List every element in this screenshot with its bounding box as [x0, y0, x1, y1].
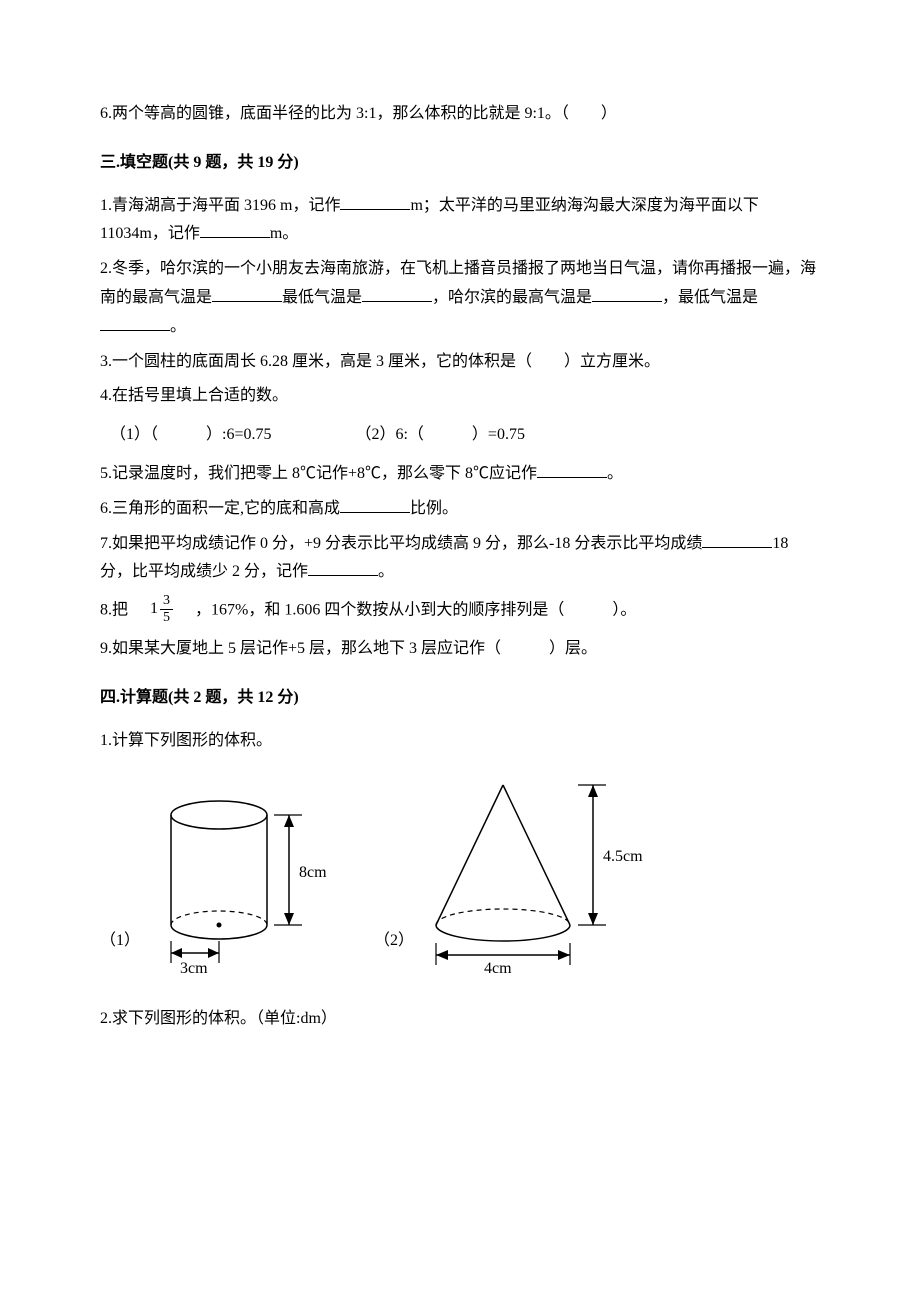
frac-den: 5 [160, 610, 173, 625]
cyl-radius-label: 3cm [180, 960, 208, 975]
text: 1.青海湖高于海平面 3196 m，记作 [100, 197, 340, 214]
text: m。 [270, 225, 298, 242]
cylinder-diagram: 8cm 3cm [144, 785, 344, 975]
s3-q4-sub2: （2）6:（ ）=0.75 [355, 426, 524, 443]
blank [308, 559, 378, 576]
figures-row: （1） 8cm [100, 775, 820, 975]
blank [362, 285, 432, 302]
blank [212, 285, 282, 302]
s3-q9: 9.如果某大厦地上 5 层记作+5 层，那么地下 3 层应记作（ ）层。 [100, 635, 820, 664]
figure2-group: （2） 4.5cm 4cm [374, 775, 648, 975]
cone-diagram: 4.5cm 4cm [418, 775, 648, 975]
text: 7.如果把平均成绩记作 0 分，+9 分表示比平均成绩高 9 分，那么-18 分… [100, 535, 702, 552]
s3-q2: 2.冬季，哈尔滨的一个小朋友去海南旅游，在飞机上播音员播报了两地当日气温，请你再… [100, 255, 820, 341]
blank [340, 193, 410, 210]
blank [702, 531, 772, 548]
section4-header: 四.计算题(共 2 题，共 12 分) [100, 684, 820, 713]
s3-q3: 3.一个圆柱的底面周长 6.28 厘米，高是 3 厘米，它的体积是（ ）立方厘米… [100, 348, 820, 377]
text: ，哈尔滨的最高气温是 [432, 289, 592, 306]
s3-q5: 5.记录温度时，我们把零上 8℃记作+8℃，那么零下 8℃应记作 。 [100, 460, 820, 489]
s4-q1: 1.计算下列图形的体积。 [100, 727, 820, 756]
s3-q4-subs: （1）（ ）:6=0.75 （2）6:（ ）=0.75 [100, 421, 820, 450]
document-page: 6.两个等高的圆锥，底面半径的比为 3:1，那么体积的比就是 9:1。（ ） 三… [0, 0, 920, 1302]
text: 。 [170, 318, 186, 335]
blank [200, 221, 270, 238]
s3-q6: 6.三角形的面积一定,它的底和高成 比例。 [100, 495, 820, 524]
figure1-group: （1） 8cm [100, 785, 344, 975]
text: 5.记录温度时，我们把零上 8℃记作+8℃，那么零下 8℃应记作 [100, 465, 537, 482]
s4-q2: 2.求下列图形的体积。（单位:dm） [100, 1005, 820, 1034]
s3-q4-sub1: （1）（ ）:6=0.75 [110, 421, 271, 450]
cone-height-label: 4.5cm [603, 848, 643, 865]
text: 比例。 [410, 500, 458, 517]
frac-whole: 1 [150, 600, 158, 618]
mixed-fraction: 135 [150, 593, 173, 625]
text: 8.把 [100, 602, 144, 619]
text: ，167%，和 1.606 四个数按从小到大的顺序排列是（ ）。 [179, 602, 636, 619]
section2-q6: 6.两个等高的圆锥，底面半径的比为 3:1，那么体积的比就是 9:1。（ ） [100, 100, 820, 129]
blank [592, 285, 662, 302]
cone-diameter-label: 4cm [484, 960, 512, 975]
text: ，最低气温是 [662, 289, 758, 306]
blank [100, 314, 170, 331]
q-text: 6.两个等高的圆锥，底面半径的比为 3:1，那么体积的比就是 9:1。（ ） [100, 105, 617, 122]
s3-q7: 7.如果把平均成绩记作 0 分，+9 分表示比平均成绩高 9 分，那么-18 分… [100, 530, 820, 588]
s3-q4: 4.在括号里填上合适的数。 [100, 382, 820, 411]
frac-num: 3 [160, 593, 173, 609]
blank [537, 461, 607, 478]
blank [340, 496, 410, 513]
s3-q8: 8.把 135 ，167%，和 1.606 四个数按从小到大的顺序排列是（ ）。 [100, 595, 820, 627]
text: 。 [607, 465, 623, 482]
text: 。 [378, 563, 394, 580]
text: 6.三角形的面积一定,它的底和高成 [100, 500, 340, 517]
s3-q1: 1.青海湖高于海平面 3196 m，记作m；太平洋的马里亚纳海沟最大深度为海平面… [100, 192, 820, 250]
frac-stack: 35 [160, 593, 173, 625]
text: 最低气温是 [282, 289, 362, 306]
section3-header: 三.填空题(共 9 题，共 19 分) [100, 149, 820, 178]
cyl-height-label: 8cm [299, 864, 327, 881]
fig1-label: （1） [100, 927, 140, 956]
fig2-label: （2） [374, 927, 414, 956]
